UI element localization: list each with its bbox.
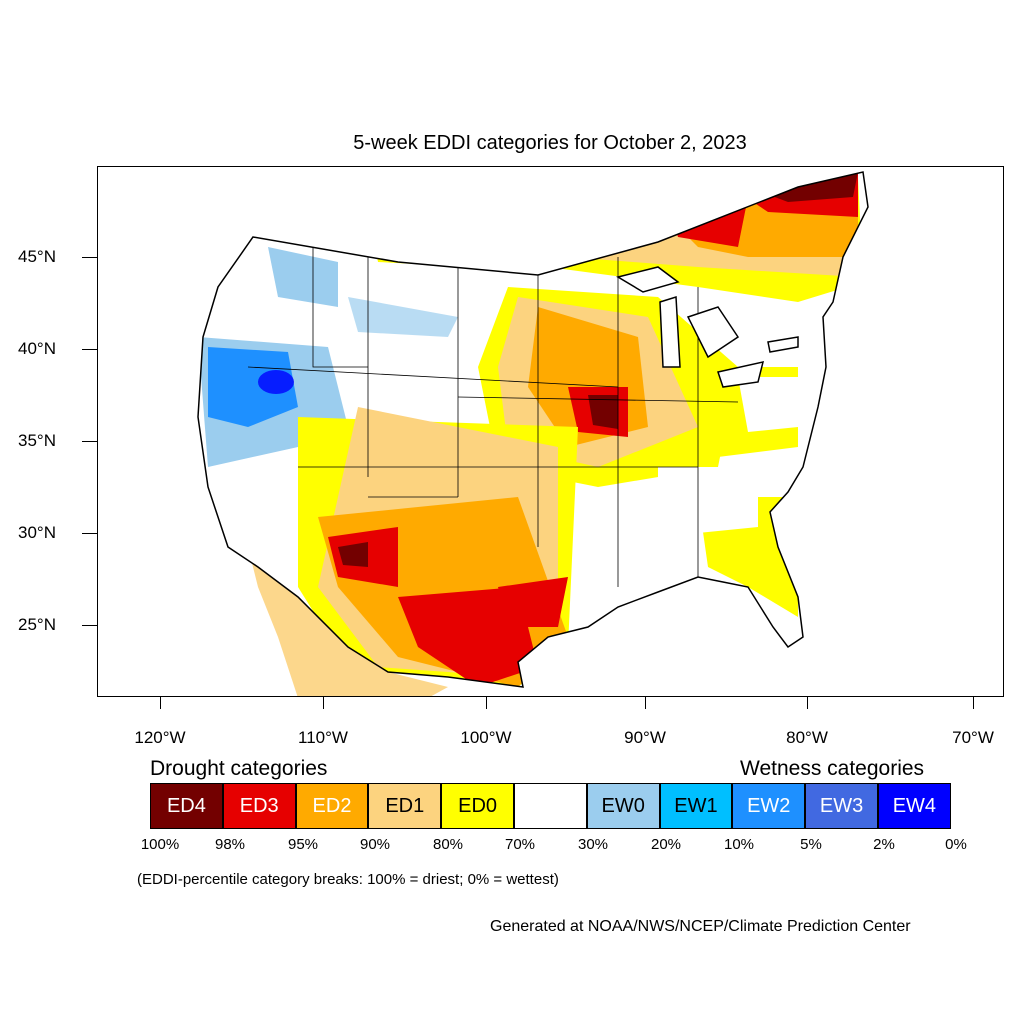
lon-label-110: 110°W bbox=[298, 728, 348, 747]
lat-tick bbox=[82, 349, 97, 350]
legend-ed3: ED3 bbox=[222, 783, 296, 829]
lat-label-40: 40°N bbox=[18, 339, 56, 358]
break-label: 20% bbox=[650, 836, 682, 853]
lon-tick bbox=[486, 697, 487, 709]
break-label: 2% bbox=[873, 836, 895, 853]
wetness-heading: Wetness categories bbox=[740, 757, 925, 780]
lon-label-80: 80°W bbox=[786, 728, 828, 747]
legend-ew2: EW2 bbox=[732, 783, 806, 829]
lat-tick bbox=[82, 533, 97, 534]
legend-ed0: ED0 bbox=[441, 783, 514, 829]
lat-tick bbox=[82, 625, 97, 626]
lon-label-100: 100°W bbox=[460, 728, 512, 747]
legend-ew1: EW1 bbox=[659, 783, 733, 829]
break-label: 70% bbox=[504, 836, 536, 853]
lon-tick bbox=[807, 697, 808, 709]
break-label: 5% bbox=[800, 836, 822, 853]
lat-label-45: 45°N bbox=[18, 247, 56, 266]
eddi-map bbox=[197, 171, 869, 696]
legend-ew4: EW4 bbox=[877, 783, 951, 829]
lat-label-35: 35°N bbox=[18, 431, 56, 450]
lat-label-25: 25°N bbox=[18, 615, 56, 634]
lon-label-120: 120°W bbox=[134, 728, 186, 747]
break-label: 0% bbox=[945, 836, 967, 853]
lat-tick bbox=[82, 441, 97, 442]
category-note: (EDDI-percentile category breaks: 100% =… bbox=[137, 871, 559, 888]
lon-tick bbox=[645, 697, 646, 709]
legend-bar: ED4 ED3 ED2 ED1 ED0 EW0 EW1 EW2 EW3 EW4 bbox=[150, 783, 951, 831]
lat-label-30: 30°N bbox=[18, 523, 56, 542]
legend-ed1: ED1 bbox=[368, 783, 442, 829]
legend-ed4: ED4 bbox=[150, 783, 223, 829]
drought-heading: Drought categories bbox=[150, 757, 328, 780]
break-label: 90% bbox=[359, 836, 391, 853]
break-label: 95% bbox=[287, 836, 319, 853]
lon-tick bbox=[160, 697, 161, 709]
legend-ew0: EW0 bbox=[586, 783, 660, 829]
legend-ew3: EW3 bbox=[805, 783, 878, 829]
break-label: 100% bbox=[140, 836, 180, 853]
break-label: 80% bbox=[432, 836, 464, 853]
lon-label-90: 90°W bbox=[624, 728, 666, 747]
legend-neutral bbox=[513, 783, 587, 829]
eddi-fill bbox=[198, 172, 868, 687]
break-label: 30% bbox=[577, 836, 609, 853]
break-label: 10% bbox=[723, 836, 755, 853]
break-label: 98% bbox=[214, 836, 246, 853]
lon-label-70: 70°W bbox=[952, 728, 994, 747]
credit-line: Generated at NOAA/NWS/NCEP/Climate Predi… bbox=[490, 918, 911, 935]
map-panel bbox=[97, 166, 1004, 697]
lat-tick bbox=[82, 257, 97, 258]
lon-tick bbox=[323, 697, 324, 709]
legend-ed2: ED2 bbox=[295, 783, 369, 829]
map-title: 5-week EDDI categories for October 2, 20… bbox=[353, 132, 747, 154]
lon-tick bbox=[973, 697, 974, 709]
